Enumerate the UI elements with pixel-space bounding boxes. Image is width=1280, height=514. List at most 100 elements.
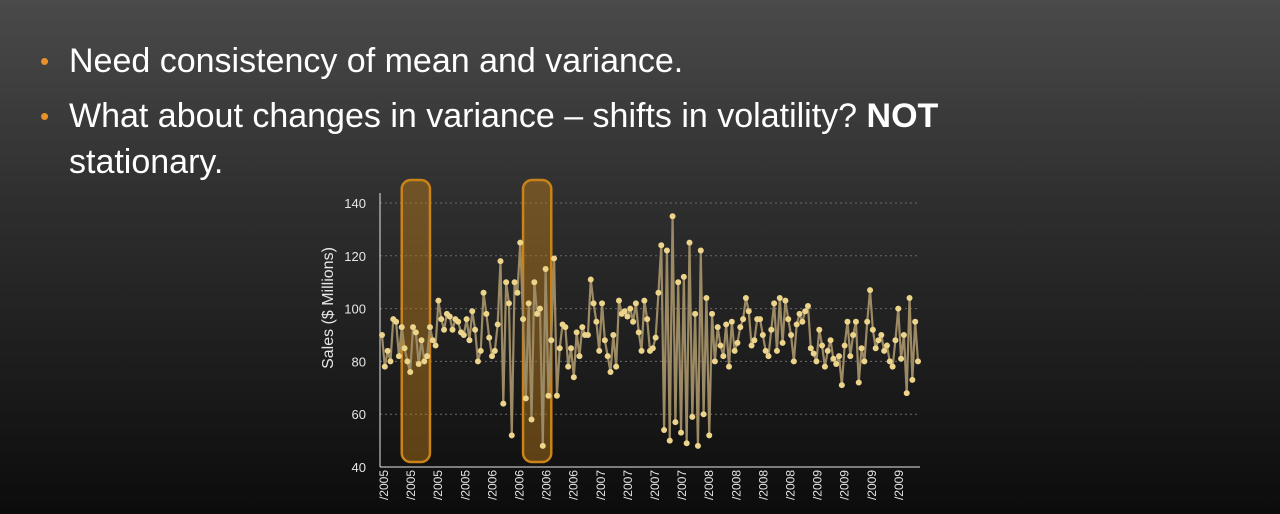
data-point — [821, 363, 828, 370]
data-point — [455, 318, 462, 325]
data-point — [745, 308, 752, 315]
data-point — [548, 337, 555, 344]
data-point — [678, 429, 685, 436]
data-point — [895, 305, 902, 312]
data-point — [607, 368, 614, 375]
data-point — [898, 355, 905, 362]
data-point — [847, 353, 854, 360]
data-point — [491, 347, 498, 354]
x-tick-label: /2005 — [431, 470, 445, 500]
data-point — [852, 318, 859, 325]
data-point — [568, 345, 575, 352]
bullet-bold-text: NOT — [866, 97, 939, 135]
data-point — [694, 442, 701, 449]
data-point — [584, 332, 591, 338]
data-point — [915, 358, 921, 365]
data-point — [410, 324, 417, 331]
data-point — [675, 279, 682, 286]
data-point — [404, 358, 411, 365]
x-tick-label: /2009 — [838, 470, 852, 500]
data-point — [480, 289, 487, 296]
x-tick-label: /2005 — [404, 470, 418, 500]
data-point — [635, 329, 642, 336]
x-tick-label: /2006 — [485, 470, 499, 500]
data-point — [384, 347, 391, 354]
data-point — [725, 363, 732, 370]
data-point — [553, 392, 560, 399]
data-point — [861, 358, 868, 365]
data-point — [666, 437, 673, 444]
data-point — [802, 308, 809, 315]
x-tick-label: /2009 — [892, 470, 906, 500]
x-tick-label: /2005 — [458, 470, 472, 500]
data-point — [872, 345, 879, 352]
data-point — [472, 326, 479, 333]
data-point — [689, 413, 696, 420]
data-point — [599, 300, 606, 307]
data-point — [723, 321, 730, 328]
data-point — [474, 358, 481, 365]
data-point — [601, 337, 608, 344]
x-tick-label: /2008 — [702, 470, 716, 500]
bullet-text: Need consistency of mean and variance. — [69, 42, 684, 80]
y-tick-label: 100 — [344, 302, 366, 317]
data-point — [881, 347, 888, 354]
data-point — [742, 295, 749, 302]
x-tick-label: /2009 — [865, 470, 879, 500]
data-point — [655, 289, 662, 296]
data-point — [401, 345, 408, 352]
data-point — [576, 353, 583, 360]
y-tick-label: 60 — [352, 407, 366, 422]
x-tick-label: /2009 — [811, 470, 825, 500]
x-tick-label: /2007 — [648, 470, 662, 500]
x-tick-label: /2007 — [675, 470, 689, 500]
data-point — [776, 295, 783, 302]
data-point — [520, 316, 527, 323]
bullet-item: • Need consistency of mean and variance. — [40, 38, 1240, 84]
data-point — [604, 353, 611, 360]
data-point — [652, 334, 659, 341]
x-tick-label: /2007 — [621, 470, 635, 500]
data-point — [398, 324, 405, 331]
data-point — [661, 427, 668, 434]
data-point — [522, 395, 529, 402]
x-tick-label: /2006 — [540, 470, 554, 500]
y-axis-title: Sales ($ Millions) — [320, 247, 337, 369]
bullet-text: What about changes in variance – shifts … — [69, 97, 867, 135]
data-point — [460, 332, 467, 338]
data-point — [477, 347, 484, 354]
data-point — [912, 318, 919, 325]
data-point — [771, 300, 778, 307]
data-point — [720, 353, 727, 360]
data-point — [709, 310, 716, 317]
data-point — [864, 318, 871, 325]
data-point — [824, 347, 831, 354]
data-point — [497, 258, 504, 265]
data-point — [531, 279, 538, 286]
data-point — [517, 239, 524, 246]
data-point — [387, 358, 394, 365]
data-point — [415, 361, 422, 368]
data-point — [906, 295, 913, 302]
data-point — [644, 316, 651, 323]
data-point — [503, 279, 510, 286]
data-point — [830, 355, 837, 362]
data-point — [579, 324, 586, 331]
data-point — [734, 339, 741, 346]
data-point — [613, 363, 620, 370]
data-point — [867, 287, 874, 294]
data-point — [748, 342, 755, 349]
data-point — [892, 337, 899, 344]
data-point — [483, 310, 490, 317]
data-point — [638, 347, 645, 354]
data-point — [850, 332, 857, 338]
data-point — [379, 332, 385, 338]
data-point — [570, 374, 577, 381]
data-point — [878, 332, 885, 338]
data-point — [621, 308, 628, 315]
data-point — [528, 416, 535, 423]
bullet-item: • What about changes in variance – shift… — [40, 93, 1240, 185]
data-point — [438, 316, 445, 323]
data-point — [449, 326, 456, 333]
data-point — [886, 358, 893, 365]
